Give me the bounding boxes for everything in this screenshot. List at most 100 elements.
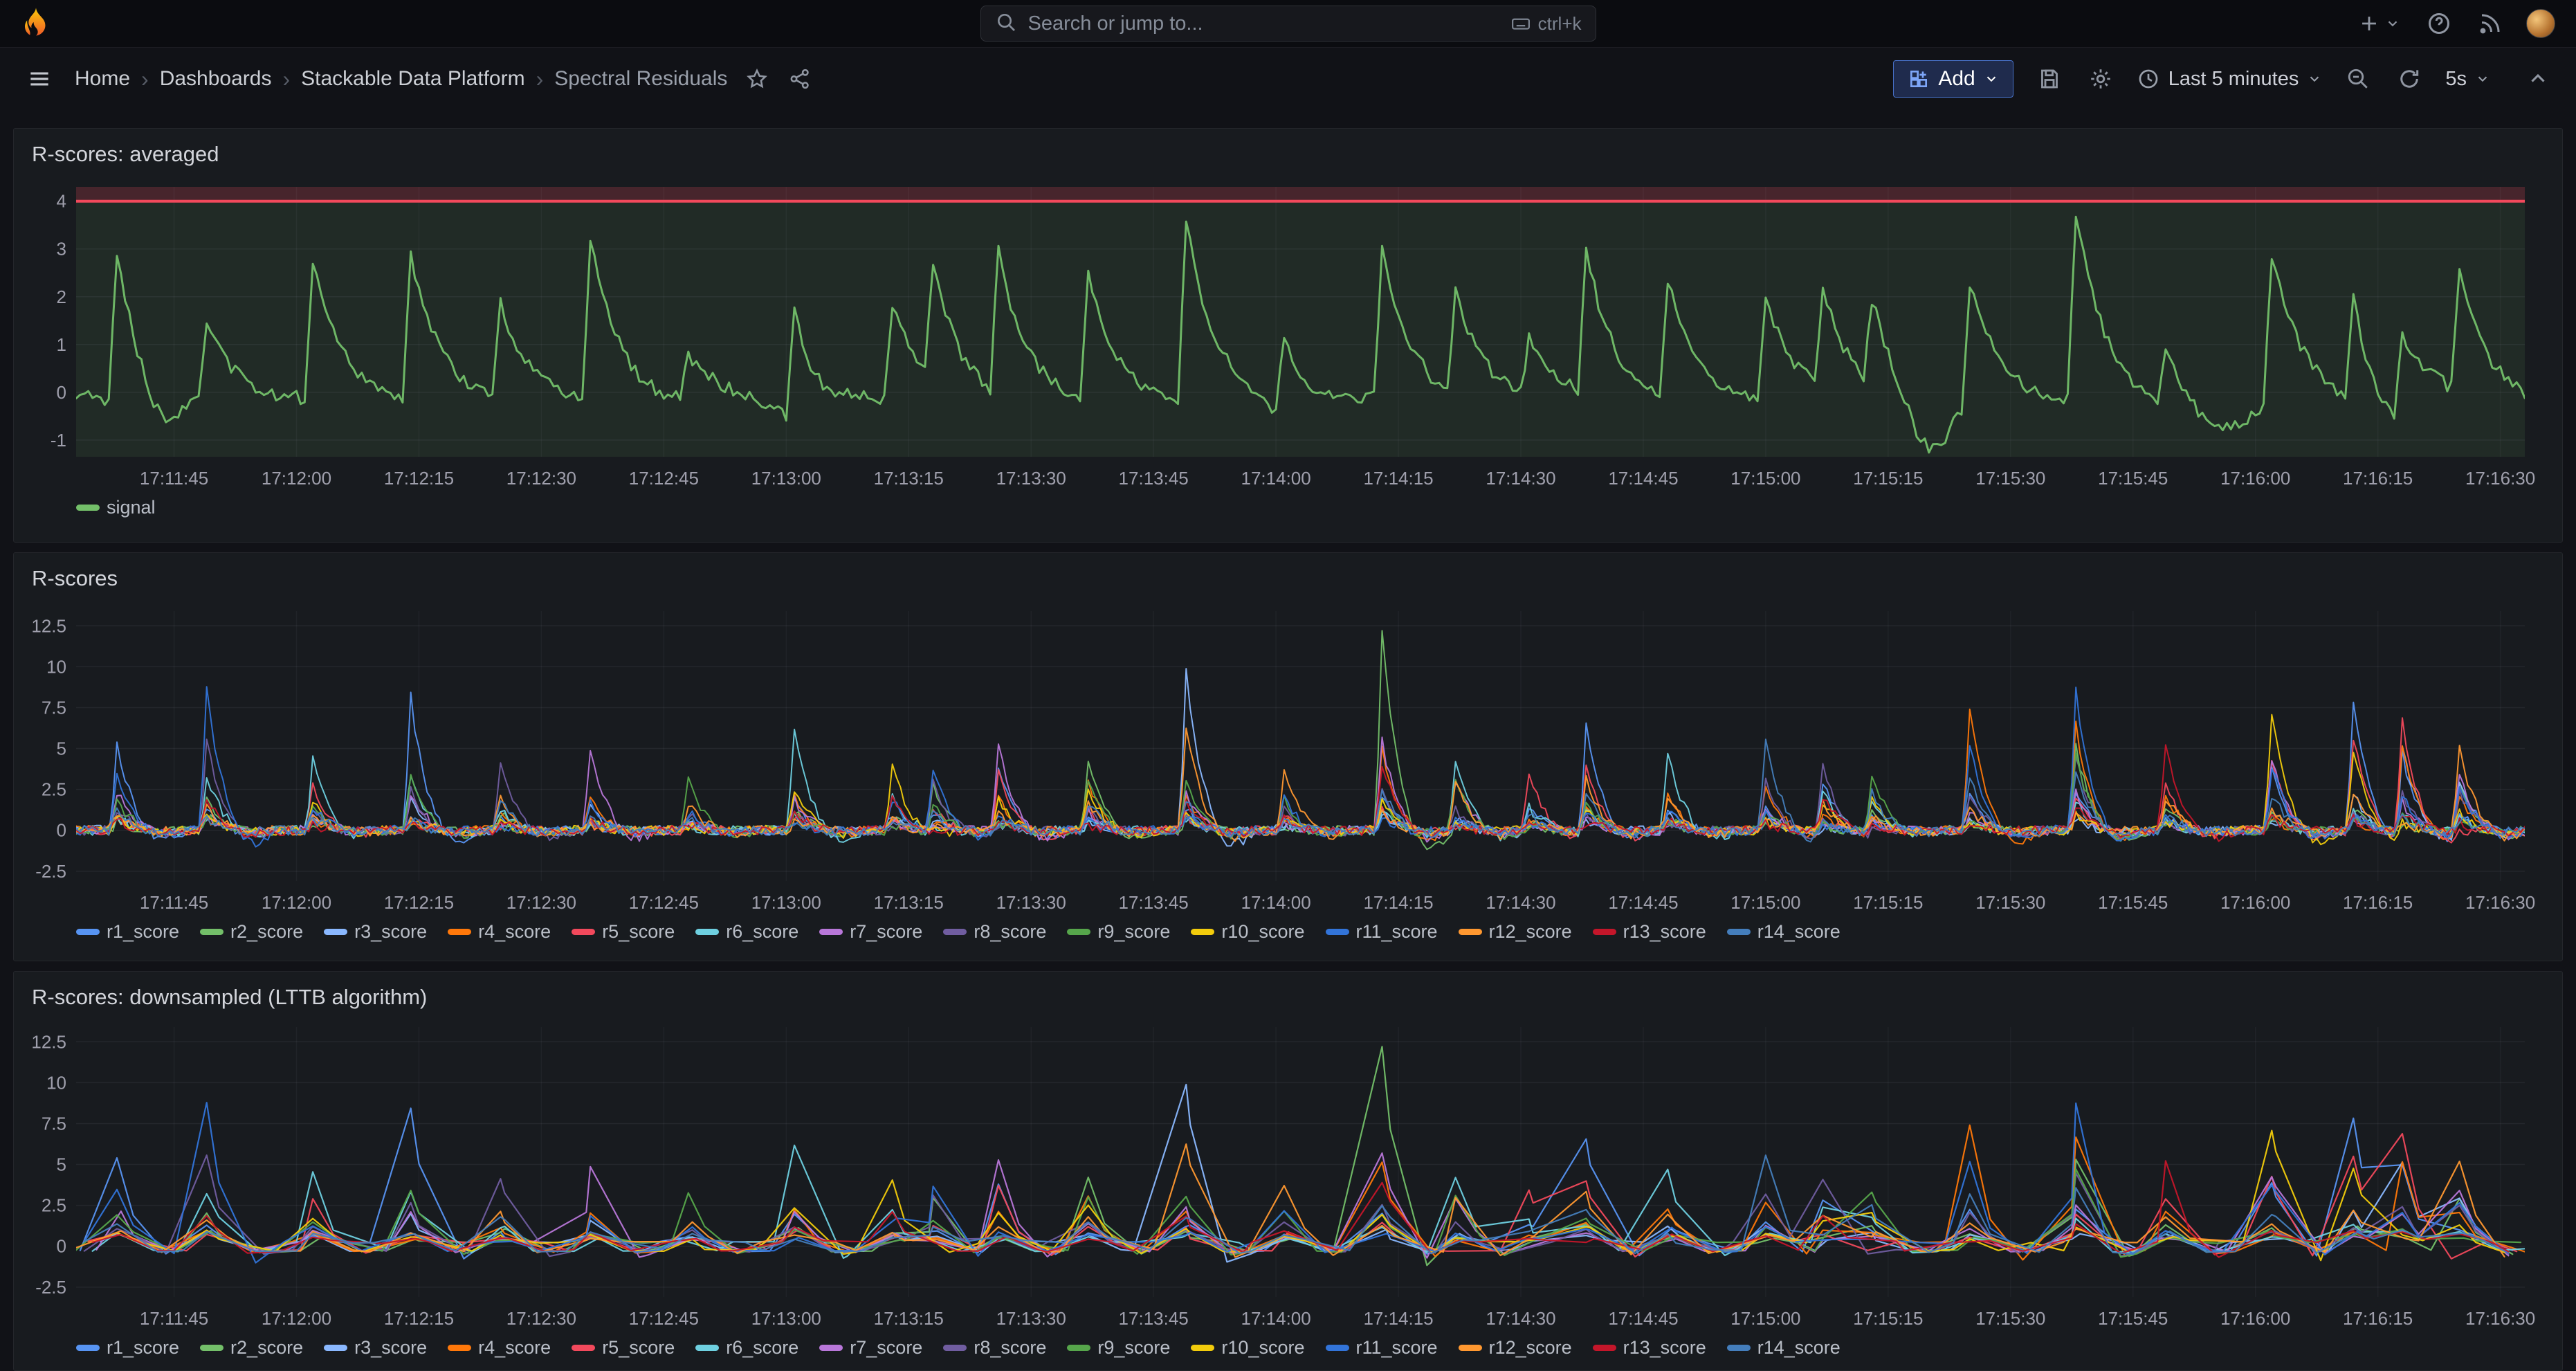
plus-icon xyxy=(2357,12,2381,35)
news-button[interactable] xyxy=(2475,8,2505,39)
breadcrumb-home[interactable]: Home xyxy=(75,67,130,91)
x-tick-label: 17:13:30 xyxy=(996,892,1066,913)
search-icon xyxy=(995,11,1017,37)
legend-item-r8_score[interactable]: r8_score xyxy=(943,921,1046,943)
dashboard-settings-button[interactable] xyxy=(2085,64,2116,94)
legend-label: r14_score xyxy=(1757,1337,1840,1359)
legend-label: r4_score xyxy=(478,921,551,943)
series-color-swatch xyxy=(200,929,223,935)
x-tick-label: 17:15:45 xyxy=(2098,1308,2168,1329)
legend-item-r2_score[interactable]: r2_score xyxy=(200,921,303,943)
legend-item-r13_score[interactable]: r13_score xyxy=(1593,1337,1706,1359)
legend-item-r12_score[interactable]: r12_score xyxy=(1459,921,1572,943)
avatar[interactable] xyxy=(2526,9,2555,38)
new-dropdown-button[interactable] xyxy=(2355,9,2403,38)
legend-item-r11_score[interactable]: r11_score xyxy=(1326,1337,1438,1359)
x-tick-label: 17:12:15 xyxy=(384,892,454,913)
share-button[interactable] xyxy=(785,64,814,93)
x-tick-label: 17:16:15 xyxy=(2343,892,2413,913)
x-tick-label: 17:14:00 xyxy=(1241,892,1311,913)
x-tick-label: 17:16:00 xyxy=(2220,892,2290,913)
y-tick-label: 7.5 xyxy=(42,697,66,718)
add-panel-button[interactable]: Add xyxy=(1893,60,2013,98)
refresh-interval-label: 5s xyxy=(2445,68,2467,91)
save-dashboard-button[interactable] xyxy=(2034,64,2065,94)
zoom-out-button[interactable] xyxy=(2343,64,2373,94)
legend-label: r5_score xyxy=(602,921,675,943)
legend-item-r9_score[interactable]: r9_score xyxy=(1067,1337,1170,1359)
timeseries-chart-averaged[interactable]: 43210-117:11:4517:12:0017:12:1517:12:301… xyxy=(32,183,2546,493)
series-color-swatch xyxy=(943,1345,967,1351)
favorite-button[interactable] xyxy=(742,64,771,93)
legend-label: r13_score xyxy=(1623,1337,1706,1359)
keyboard-icon xyxy=(1510,13,1531,34)
refresh-button[interactable] xyxy=(2394,64,2424,94)
caret-down-icon xyxy=(2385,16,2400,31)
y-tick-label: 2.5 xyxy=(42,1195,66,1216)
timeseries-chart-downsampled[interactable]: 12.5107.552.50-2.517:11:4517:12:0017:12:… xyxy=(32,1023,2546,1333)
breadcrumb-dashboards[interactable]: Dashboards xyxy=(160,67,272,91)
legend-item-r5_score[interactable]: r5_score xyxy=(572,921,675,943)
legend-item-r13_score[interactable]: r13_score xyxy=(1593,921,1706,943)
x-tick-label: 17:13:15 xyxy=(874,468,944,489)
legend-item-r5_score[interactable]: r5_score xyxy=(572,1337,675,1359)
legend-item-r7_score[interactable]: r7_score xyxy=(819,921,922,943)
x-tick-label: 17:12:15 xyxy=(384,1308,454,1329)
x-tick-label: 17:14:00 xyxy=(1241,1308,1311,1329)
legend-item-r1_score[interactable]: r1_score xyxy=(76,1337,179,1359)
legend-item-r1_score[interactable]: r1_score xyxy=(76,921,179,943)
legend-label: r2_score xyxy=(230,1337,303,1359)
timeseries-chart-rscores[interactable]: 12.5107.552.50-2.517:11:4517:12:0017:12:… xyxy=(32,607,2546,917)
help-button[interactable] xyxy=(2424,8,2454,39)
series-color-swatch xyxy=(76,929,100,935)
legend-item-r7_score[interactable]: r7_score xyxy=(819,1337,922,1359)
legend-item-r12_score[interactable]: r12_score xyxy=(1459,1337,1572,1359)
refresh-interval-picker[interactable]: 5s xyxy=(2445,68,2490,91)
legend-item-r4_score[interactable]: r4_score xyxy=(448,921,551,943)
grafana-flame-icon[interactable] xyxy=(21,6,53,41)
legend-item-r4_score[interactable]: r4_score xyxy=(448,1337,551,1359)
series-r12_score xyxy=(76,1144,2505,1257)
x-tick-label: 17:15:00 xyxy=(1730,892,1800,913)
x-tick-label: 17:13:45 xyxy=(1119,1308,1189,1329)
dashboard-grid: R-scores: averaged 43210-117:11:4517:12:… xyxy=(0,110,2576,1371)
panel-title[interactable]: R-scores: downsampled (LTTB algorithm) xyxy=(32,984,2544,1010)
legend-item-r6_score[interactable]: r6_score xyxy=(695,921,798,943)
legend-item-r3_score[interactable]: r3_score xyxy=(324,921,427,943)
legend-item-r14_score[interactable]: r14_score xyxy=(1727,921,1840,943)
x-tick-label: 17:15:45 xyxy=(2098,468,2168,489)
legend-label: r8_score xyxy=(974,921,1046,943)
x-tick-label: 17:12:00 xyxy=(262,468,331,489)
series-color-swatch xyxy=(1459,929,1482,935)
breadcrumb-folder[interactable]: Stackable Data Platform xyxy=(301,67,524,91)
series-color-swatch xyxy=(1459,1345,1482,1351)
search-input[interactable]: Search or jump to... ctrl+k xyxy=(980,6,1596,42)
time-range-picker[interactable]: Last 5 minutes xyxy=(2137,67,2323,91)
menu-button[interactable] xyxy=(24,63,55,95)
time-range-label: Last 5 minutes xyxy=(2168,68,2299,91)
legend-label: r1_score xyxy=(107,1337,179,1359)
x-tick-label: 17:12:00 xyxy=(262,892,331,913)
x-tick-label: 17:12:45 xyxy=(629,1308,699,1329)
legend-item-r10_score[interactable]: r10_score xyxy=(1191,921,1304,943)
x-tick-label: 17:15:00 xyxy=(1730,1308,1800,1329)
x-tick-label: 17:13:00 xyxy=(751,892,821,913)
collapse-toolbar-button[interactable] xyxy=(2523,64,2552,93)
clock-icon xyxy=(2137,67,2160,91)
x-tick-label: 17:13:45 xyxy=(1119,468,1189,489)
legend-item-signal[interactable]: signal xyxy=(76,497,156,518)
legend-item-r11_score[interactable]: r11_score xyxy=(1326,921,1438,943)
panel-title[interactable]: R-scores: averaged xyxy=(32,141,2544,167)
legend-item-r6_score[interactable]: r6_score xyxy=(695,1337,798,1359)
series-color-swatch xyxy=(1067,929,1090,935)
x-tick-label: 17:13:15 xyxy=(874,1308,944,1329)
legend-item-r3_score[interactable]: r3_score xyxy=(324,1337,427,1359)
panel-title[interactable]: R-scores xyxy=(32,565,2544,592)
legend-item-r8_score[interactable]: r8_score xyxy=(943,1337,1046,1359)
legend-item-r2_score[interactable]: r2_score xyxy=(200,1337,303,1359)
x-tick-label: 17:14:45 xyxy=(1608,892,1678,913)
legend-item-r10_score[interactable]: r10_score xyxy=(1191,1337,1304,1359)
legend-label: r10_score xyxy=(1221,1337,1304,1359)
legend-item-r14_score[interactable]: r14_score xyxy=(1727,1337,1840,1359)
legend-item-r9_score[interactable]: r9_score xyxy=(1067,921,1170,943)
